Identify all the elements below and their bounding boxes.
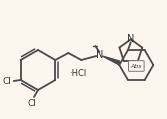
Text: Cl: Cl [28,99,36,107]
Text: ·HCl: ·HCl [69,69,86,79]
Polygon shape [102,56,119,65]
Text: Cl: Cl [2,77,11,85]
Text: Abs: Abs [131,64,142,69]
FancyBboxPatch shape [129,61,144,71]
Text: N: N [127,34,134,44]
Text: N: N [96,50,103,60]
